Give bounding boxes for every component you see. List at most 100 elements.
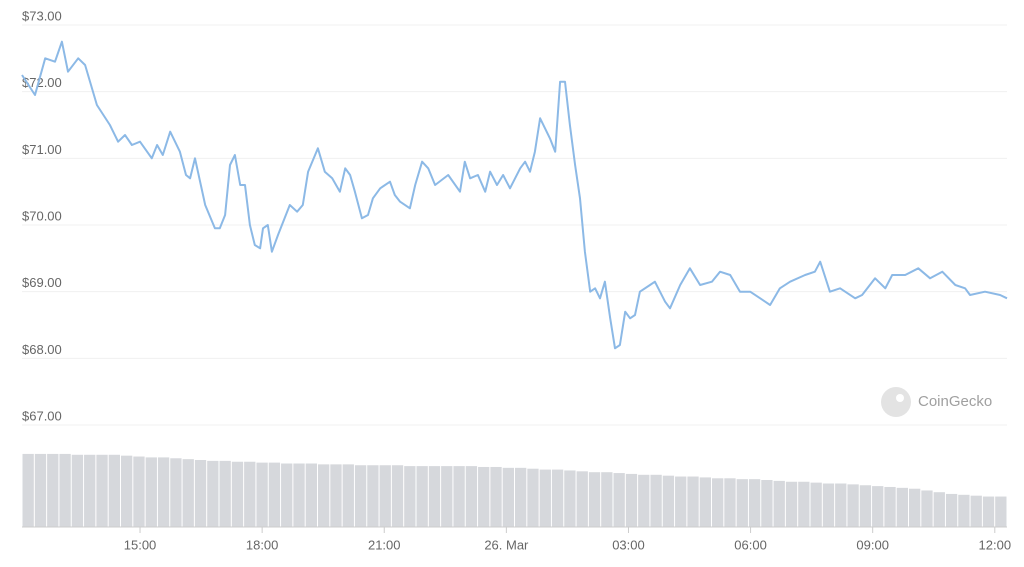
volume-bar bbox=[108, 454, 120, 527]
x-tick-label: 06:00 bbox=[734, 537, 767, 552]
volume-bar bbox=[244, 461, 256, 527]
volume-bar bbox=[96, 454, 108, 527]
volume-bar bbox=[564, 470, 576, 527]
volume-bar bbox=[785, 481, 798, 527]
y-tick-label: $73.00 bbox=[22, 8, 62, 23]
y-tick-label: $67.00 bbox=[22, 408, 62, 423]
volume-bar bbox=[847, 484, 859, 527]
x-tick-label: 12:00 bbox=[979, 537, 1012, 552]
volume-bar bbox=[662, 475, 675, 527]
watermark: CoinGecko bbox=[881, 387, 992, 417]
volume-bar bbox=[318, 464, 330, 527]
volume-bar bbox=[145, 457, 157, 527]
volume-bar bbox=[133, 456, 145, 527]
volume-bar bbox=[59, 453, 71, 527]
volume-bar bbox=[773, 480, 785, 527]
volume-bar bbox=[34, 453, 47, 527]
volume-bar bbox=[724, 478, 736, 527]
volume-bar bbox=[441, 466, 453, 527]
volume-bar bbox=[835, 483, 847, 527]
volume-bar bbox=[47, 453, 59, 527]
volume-bar bbox=[687, 476, 699, 527]
volume-bar bbox=[945, 493, 958, 527]
volume-bar bbox=[121, 455, 133, 527]
volume-bar bbox=[404, 466, 416, 527]
x-tick-label: 03:00 bbox=[612, 537, 645, 552]
volume-bar bbox=[416, 466, 428, 527]
volume-bar bbox=[502, 467, 514, 527]
y-tick-label: $72.00 bbox=[22, 75, 62, 90]
volume-bar bbox=[921, 490, 933, 527]
volume-bar bbox=[601, 472, 613, 527]
volume-bar bbox=[712, 478, 724, 527]
volume-bar bbox=[391, 465, 404, 527]
volume-bar bbox=[478, 466, 490, 527]
volume-bar bbox=[576, 471, 588, 527]
x-tick-label: 26. Mar bbox=[484, 537, 529, 552]
volume-bar bbox=[884, 486, 896, 527]
volume-bar bbox=[798, 481, 810, 527]
volume-bar bbox=[675, 476, 687, 527]
volume-bar bbox=[379, 465, 391, 527]
volume-bar bbox=[207, 460, 219, 527]
volume-bar bbox=[22, 453, 34, 527]
volume-bar bbox=[231, 461, 244, 527]
volume-bar bbox=[170, 458, 182, 527]
volume-bar bbox=[613, 473, 625, 527]
volume-bar bbox=[490, 466, 502, 527]
volume-bar bbox=[465, 466, 478, 527]
plot: $67.00 $68.00 $69.00 $70.00 $71.00 $72.00 $73.… bbox=[21, 8, 1012, 552]
price-line bbox=[21, 40, 1008, 350]
volume-bar bbox=[281, 463, 293, 527]
volume-bar bbox=[995, 496, 1007, 527]
volume-bar bbox=[810, 482, 822, 527]
volume-bar bbox=[909, 488, 921, 527]
volume-bar bbox=[699, 477, 711, 527]
volume-bar bbox=[268, 462, 281, 527]
volume-bar bbox=[453, 466, 465, 527]
volume-bar bbox=[933, 492, 945, 527]
volume-bar bbox=[182, 459, 194, 527]
volume-bar bbox=[354, 465, 367, 527]
volume-bar bbox=[157, 457, 170, 527]
x-tick-label: 09:00 bbox=[856, 537, 889, 552]
volume-bar bbox=[896, 487, 908, 527]
volume-bar bbox=[527, 468, 539, 527]
watermark-text: CoinGecko bbox=[918, 393, 992, 410]
volume-bar bbox=[551, 469, 564, 527]
volume-bar bbox=[84, 454, 96, 527]
volume-bar bbox=[256, 462, 268, 527]
volume-bar bbox=[958, 494, 970, 527]
volume-bar bbox=[367, 465, 379, 527]
volume-bar bbox=[219, 460, 231, 527]
volume-bar bbox=[539, 469, 551, 527]
x-tick-label: 15:00 bbox=[124, 537, 157, 552]
volume-bar bbox=[872, 486, 884, 527]
volume-bar bbox=[515, 467, 527, 527]
y-tick-label: $68.00 bbox=[22, 342, 62, 357]
volume-bar bbox=[650, 474, 662, 527]
watermark-logo bbox=[881, 387, 911, 417]
volume-bar bbox=[982, 496, 995, 527]
watermark-logo-eye bbox=[896, 394, 904, 402]
volume-bar bbox=[638, 474, 650, 527]
volume-bar bbox=[293, 463, 305, 527]
volume-bar bbox=[588, 472, 601, 527]
volume-bar bbox=[305, 463, 317, 527]
volume-bar bbox=[736, 479, 748, 527]
volume-bar bbox=[342, 464, 354, 527]
y-tick-label: $70.00 bbox=[22, 208, 62, 223]
y-tick-label: $69.00 bbox=[22, 275, 62, 290]
volume-bar bbox=[748, 479, 761, 527]
volume-bar bbox=[330, 464, 342, 527]
volume-bar bbox=[194, 460, 207, 527]
volume-bar bbox=[71, 454, 84, 527]
volume-bar bbox=[970, 495, 982, 527]
volume-bar bbox=[822, 483, 835, 527]
x-tick-label: 18:00 bbox=[246, 537, 279, 552]
x-tick-label: 21:00 bbox=[368, 537, 401, 552]
volume-bar bbox=[428, 466, 441, 527]
y-tick-label: $71.00 bbox=[22, 142, 62, 157]
volume-bar bbox=[625, 473, 638, 527]
